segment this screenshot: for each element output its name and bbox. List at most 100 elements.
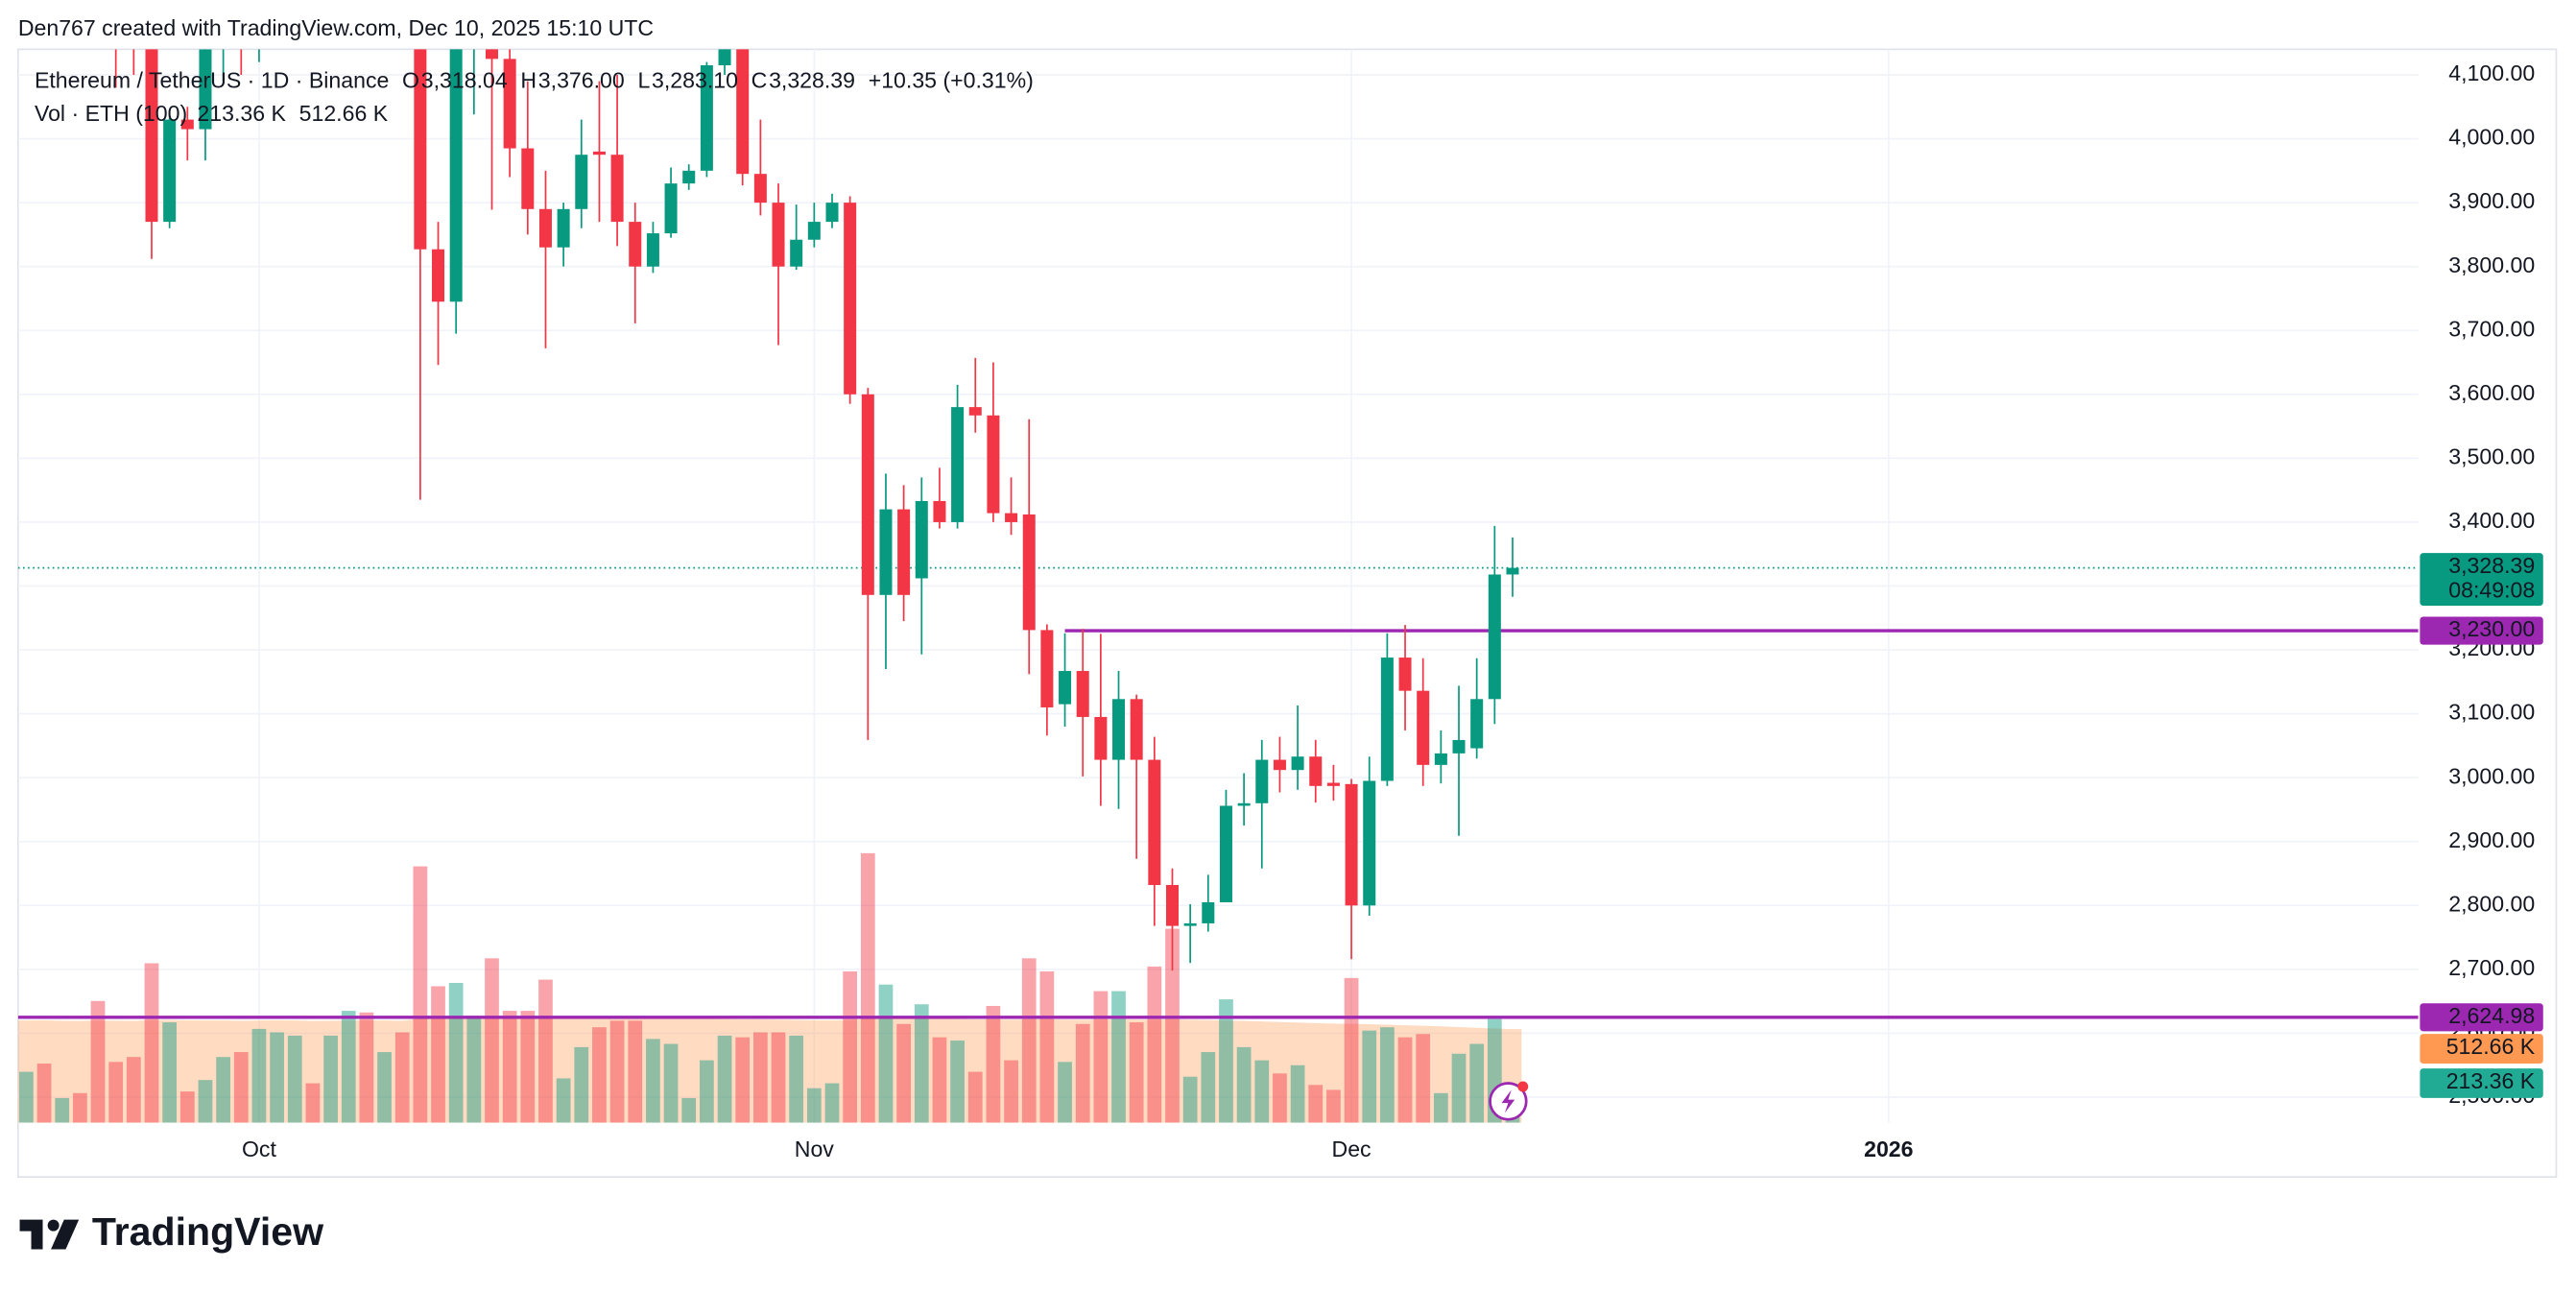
candle-body — [503, 59, 516, 149]
y-tick-label: 3,400.00 — [2448, 508, 2535, 533]
volume-badge-bg — [2420, 1068, 2543, 1098]
volume-legend-ma: 512.66 K — [299, 101, 389, 126]
candle-body — [897, 509, 911, 595]
axes: 2,500.002,600.002,700.002,800.002,900.00… — [242, 60, 2543, 1161]
candle-body — [968, 407, 982, 416]
volume-bar — [216, 1057, 230, 1123]
y-tick-label: 2,900.00 — [2448, 827, 2535, 852]
candle-body — [538, 208, 552, 248]
y-tick-label: 4,100.00 — [2448, 60, 2535, 85]
candle-body — [1076, 671, 1089, 717]
volume-bar — [198, 1080, 213, 1123]
volume-bar — [1416, 1034, 1431, 1123]
volume-bar — [609, 1020, 625, 1123]
volume-bar — [986, 1005, 1001, 1123]
candle-body — [1255, 759, 1269, 803]
volume-bar — [448, 983, 464, 1123]
candle-body — [790, 239, 803, 267]
chart-frame — [16, 48, 2558, 1178]
volume-legend-value: 213.36 K — [197, 101, 286, 126]
candle-body — [879, 509, 893, 595]
volume-bar — [1290, 1065, 1305, 1123]
volume-bar — [1058, 1062, 1072, 1123]
candle-body — [825, 203, 839, 223]
candle-body — [145, 49, 158, 223]
y-tick-label: 3,500.00 — [2448, 443, 2535, 468]
candle-body — [1452, 739, 1466, 754]
volume-bar — [55, 1097, 70, 1123]
volume-bar — [126, 1057, 141, 1123]
volume-bar — [538, 979, 553, 1123]
attribution: Den767 created with TradingView.com, Dec… — [18, 15, 654, 40]
candle-body — [753, 174, 767, 203]
candle-body — [449, 49, 463, 302]
grid — [17, 49, 2419, 1123]
volume-bar — [251, 1028, 267, 1123]
candle-body — [1202, 901, 1215, 923]
last-price-badge-text: 08:49:08 — [2448, 578, 2535, 603]
volume-bar — [735, 1037, 751, 1123]
volume-bar — [1201, 1052, 1216, 1123]
volume-bar — [914, 1004, 929, 1123]
candle-body — [432, 249, 445, 302]
ohlc-value: 3,376.00 — [538, 68, 625, 93]
volume-bar — [824, 1083, 840, 1123]
volume-bar — [73, 1092, 87, 1123]
volume-bar — [700, 1060, 714, 1123]
volume-bar — [592, 1027, 607, 1123]
hline-badge-bg — [2420, 616, 2543, 645]
volume-bar — [394, 1032, 410, 1123]
volume-bar — [1165, 928, 1180, 1123]
candle-body — [736, 49, 750, 175]
volume-bar — [19, 1071, 34, 1123]
volume-bar — [108, 1062, 124, 1123]
candle-body — [1291, 756, 1304, 771]
volume-bar — [1326, 1089, 1341, 1123]
y-tick-label: 3,600.00 — [2448, 380, 2535, 405]
candle-body — [915, 500, 928, 579]
x-tick-label: 2026 — [1864, 1136, 1914, 1161]
candle-body — [414, 49, 427, 250]
candle-body — [163, 119, 177, 223]
volume-bar — [789, 1035, 804, 1123]
volume-bar — [162, 1022, 178, 1123]
candle-body — [646, 233, 659, 267]
volume-bar — [36, 1064, 52, 1123]
volume-bar — [1129, 1022, 1144, 1123]
volume-bar — [1362, 1030, 1377, 1123]
volume-bar — [1093, 991, 1109, 1123]
volume-bar — [950, 1041, 965, 1123]
y-tick-label: 2,700.00 — [2448, 955, 2535, 980]
hline-badge-text: 2,624.98 — [2448, 1003, 2535, 1028]
candle-body — [1417, 690, 1430, 765]
volume-bar — [323, 1035, 338, 1123]
volume-bar — [1308, 1085, 1324, 1123]
ohlc-value: 3,328.39 — [769, 68, 855, 93]
candle-body — [933, 500, 946, 522]
volume-ma-badge: 512.66 K — [2420, 1034, 2543, 1064]
candle-body — [1398, 658, 1412, 691]
ohlc-value: 3,318.04 — [421, 68, 508, 93]
volume-bar — [377, 1052, 392, 1123]
volume-bar — [771, 1032, 786, 1123]
candle-body — [521, 148, 535, 209]
volume-bar — [1182, 1076, 1198, 1123]
volume-bar — [1075, 1023, 1090, 1123]
volume-bar — [1451, 1053, 1467, 1123]
volume-bar — [341, 1011, 356, 1123]
volume-bar — [1469, 1043, 1485, 1123]
volume-bar — [681, 1097, 697, 1123]
hline-badge-text: 3,230.00 — [2448, 616, 2535, 641]
x-tick-label: Dec — [1332, 1136, 1371, 1161]
candle-body — [629, 222, 642, 267]
candle-body — [1326, 782, 1340, 786]
candle-body — [987, 415, 1000, 514]
volume-bar — [967, 1071, 983, 1123]
candle-body — [718, 49, 731, 66]
volume-bar — [646, 1039, 660, 1123]
volume-bar — [1344, 977, 1359, 1123]
volume-bar — [359, 1012, 374, 1123]
volume-bar — [1380, 1027, 1395, 1123]
